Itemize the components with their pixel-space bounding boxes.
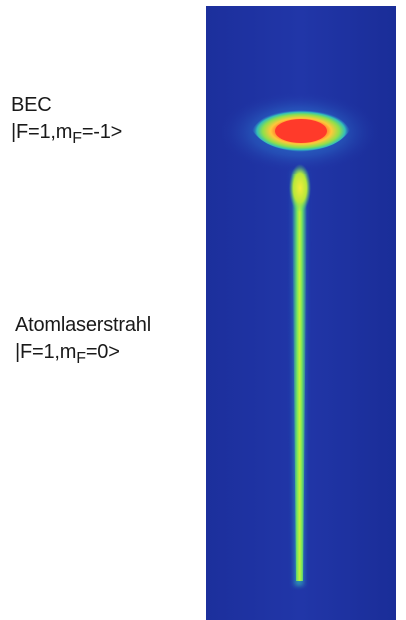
bec-core bbox=[275, 119, 327, 143]
beam-state-sub: F bbox=[76, 350, 86, 367]
bec-state-sub: F bbox=[72, 130, 82, 147]
beam-state: |F=1,mF=0> bbox=[15, 339, 151, 367]
atom-laser-beam-label: Atomlaserstrahl |F=1,mF=0> bbox=[15, 312, 151, 367]
beam-core bbox=[292, 174, 307, 581]
beam-state-suffix: =0> bbox=[85, 341, 120, 363]
bec-state-suffix: =-1> bbox=[81, 121, 123, 143]
bec-state-prefix: |F=1,m bbox=[11, 121, 73, 143]
absorption-image bbox=[206, 6, 396, 620]
bec-title: BEC bbox=[11, 94, 52, 116]
beam-title: Atomlaserstrahl bbox=[15, 314, 151, 336]
bec-label: BEC |F=1,mF=-1> bbox=[11, 92, 123, 147]
beam-state-prefix: |F=1,m bbox=[15, 341, 77, 363]
beam-head bbox=[289, 164, 311, 212]
bec-state: |F=1,mF=-1> bbox=[11, 119, 123, 147]
